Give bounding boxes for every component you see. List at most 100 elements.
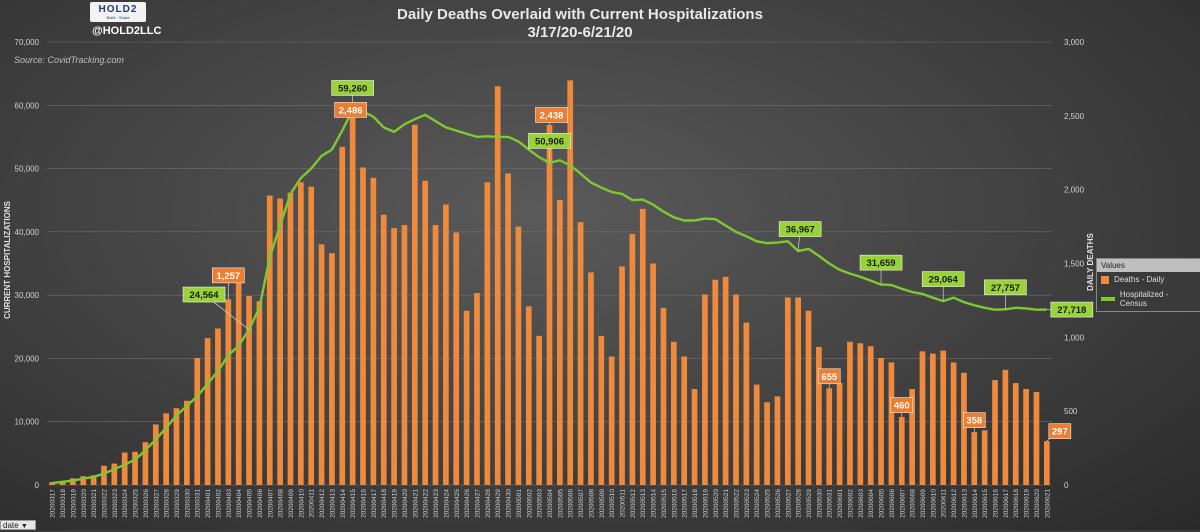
- legend-title: Values: [1097, 259, 1200, 272]
- right-axis-title: DAILY DEATHS: [1086, 233, 1095, 291]
- hospitalized-callout-box: [859, 254, 903, 271]
- death-bar: [163, 413, 169, 485]
- hospitalized-callout-box: [528, 133, 571, 149]
- right-tick-label: 3,000: [1064, 38, 1085, 47]
- x-tick-label: 20200412: [319, 489, 326, 518]
- death-bar: [1002, 369, 1009, 485]
- death-bar: [391, 228, 397, 485]
- right-tick-label: 500: [1064, 407, 1078, 416]
- death-bar: [173, 408, 180, 485]
- x-tick-label: 20200502: [526, 489, 533, 518]
- x-tick-label: 20200604: [868, 489, 875, 518]
- deaths-callout-label: 2,438: [540, 110, 564, 121]
- x-tick-label: 20200423: [433, 489, 440, 518]
- death-bar: [940, 350, 947, 485]
- x-tick-label: 20200615: [982, 489, 989, 518]
- x-tick-label: 20200520: [713, 489, 720, 518]
- death-bar: [443, 204, 449, 485]
- hospitalized-callout-label: 59,260: [338, 83, 367, 94]
- death-bar: [691, 389, 698, 485]
- hospitalized-callout-label: 36,967: [786, 225, 815, 236]
- death-bar: [432, 225, 439, 485]
- death-bar: [235, 273, 242, 485]
- hospitalized-callout-box: [331, 80, 374, 96]
- right-tick-label: 0: [1064, 481, 1069, 490]
- x-tick-label: 20200428: [485, 489, 492, 518]
- x-tick-label: 20200417: [371, 489, 378, 518]
- x-tick-label: 20200530: [816, 489, 823, 518]
- death-bar: [401, 225, 408, 485]
- x-tick-label: 20200426: [464, 489, 471, 518]
- death-bar: [898, 417, 905, 485]
- legend-item-deaths[interactable]: Deaths - Daily: [1097, 272, 1200, 287]
- filter-icon: ▼: [20, 523, 28, 530]
- right-tick-label: 1,500: [1064, 260, 1085, 269]
- x-tick-label: 20200528: [796, 489, 803, 518]
- death-bar: [1033, 391, 1040, 485]
- hold2-logo: HOLD2 Build · Share: [90, 2, 146, 22]
- death-bar: [121, 452, 128, 485]
- death-bar: [287, 192, 294, 485]
- x-tick-label: 20200613: [961, 489, 968, 518]
- death-bar: [546, 124, 553, 485]
- death-bar: [339, 146, 346, 486]
- twitter-handle: @HOLD2LLC: [92, 25, 162, 37]
- x-tick-label: 20200317: [50, 489, 57, 518]
- x-tick-label: 20200610: [930, 489, 937, 518]
- x-tick-label: 20200321: [91, 489, 98, 518]
- hospitalized-callout-label: 24,564: [190, 290, 220, 301]
- x-tick-label: 20200611: [941, 489, 948, 518]
- death-bar: [266, 195, 273, 485]
- death-bar: [733, 294, 739, 485]
- deaths-callout-label: 655: [821, 372, 838, 383]
- x-tick-label: 20200331: [195, 489, 202, 518]
- death-bar: [650, 263, 656, 485]
- death-bar: [930, 353, 936, 485]
- x-tick-label: 20200517: [682, 489, 689, 518]
- x-tick-label: 20200507: [578, 489, 585, 518]
- deaths-callout-box: [535, 107, 568, 123]
- date-filter-button[interactable]: date ▼: [0, 520, 36, 530]
- x-tick-label: 20200326: [143, 489, 150, 518]
- x-tick-label: 20200612: [951, 489, 958, 518]
- death-bar: [370, 177, 377, 485]
- death-bar: [588, 272, 594, 485]
- death-bar: [132, 451, 138, 485]
- deaths-callout-box: [212, 267, 245, 284]
- hospitalized-callout-box: [778, 221, 822, 237]
- death-bar: [318, 244, 325, 485]
- death-bar: [961, 372, 967, 485]
- x-tick-label: 20200323: [112, 489, 119, 518]
- x-tick-label: 20200509: [599, 489, 606, 518]
- left-tick-label: 60,000: [15, 101, 40, 110]
- death-bar: [567, 80, 574, 485]
- death-bar: [515, 226, 522, 486]
- x-tick-label: 20200325: [133, 489, 140, 518]
- hospitalized-callout-box: [984, 279, 1027, 296]
- death-bar: [360, 167, 366, 485]
- death-bar: [795, 297, 802, 485]
- death-bar: [494, 86, 501, 486]
- x-tick-label: 20200525: [765, 489, 772, 518]
- right-tick-label: 2,500: [1064, 112, 1085, 121]
- death-bar: [712, 279, 719, 485]
- death-bar: [836, 383, 843, 485]
- death-bar: [1023, 389, 1029, 485]
- death-bar: [971, 432, 978, 485]
- x-tick-label: 20200410: [298, 489, 305, 518]
- x-tick-label: 20200327: [153, 489, 160, 518]
- hospitalized-callout-label: 31,659: [867, 258, 896, 269]
- x-tick-label: 20200511: [620, 489, 627, 518]
- x-tick-label: 20200411: [309, 489, 316, 518]
- death-bar: [639, 208, 646, 485]
- x-tick-label: 20200330: [184, 489, 191, 518]
- legend-item-hospitalized[interactable]: Hospitalized - Census: [1097, 287, 1200, 311]
- death-bar: [577, 222, 584, 486]
- death-bar: [722, 276, 729, 485]
- chart-title-line2: 3/17/20-6/21/20: [527, 24, 633, 41]
- legend-swatch-hospitalized: [1101, 297, 1115, 301]
- x-tick-label: 20200430: [506, 489, 513, 518]
- legend-label-hospitalized: Hospitalized - Census: [1119, 290, 1169, 308]
- x-tick-label: 20200421: [412, 489, 419, 518]
